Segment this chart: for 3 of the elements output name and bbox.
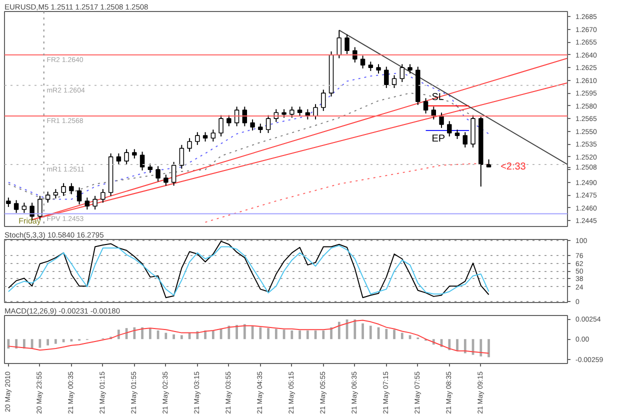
annotation: <2:33 bbox=[500, 162, 526, 173]
ref-line-label: Friday bbox=[18, 216, 41, 226]
series-label: EP bbox=[432, 133, 446, 144]
